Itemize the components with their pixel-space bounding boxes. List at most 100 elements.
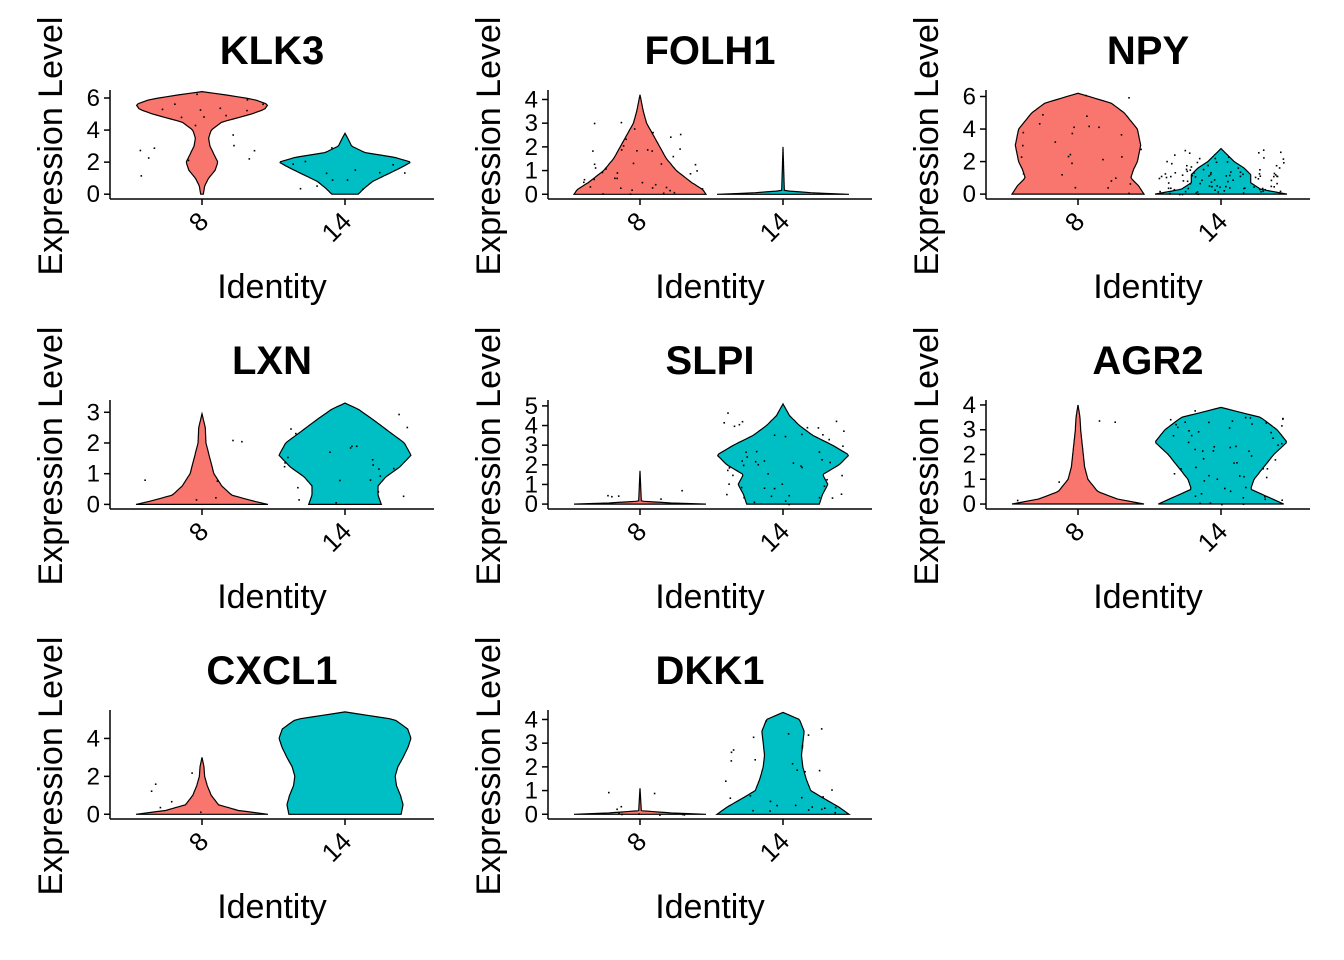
data-point [679,148,681,150]
data-point [733,425,736,428]
data-point [346,179,349,181]
data-point [1275,164,1278,167]
data-point [147,157,150,159]
data-point [1248,450,1250,452]
data-point [638,813,640,815]
data-point [811,806,813,808]
data-point [1177,426,1179,429]
y-tick-label: 6 [963,84,976,111]
y-tick-label: 1 [963,466,976,493]
data-point [608,791,610,794]
data-point [1164,173,1167,175]
data-point [583,178,586,181]
data-point [834,811,836,814]
data-point [770,495,773,498]
data-point [665,186,668,189]
data-point [1200,493,1203,495]
data-point [800,465,802,467]
points-14 [1158,149,1285,196]
data-point [1250,455,1253,457]
data-point [1223,190,1226,192]
y-tick-label: 2 [87,149,100,176]
data-point [1098,420,1101,422]
data-point [150,790,153,792]
data-point [1022,173,1025,175]
data-point [369,479,372,481]
data-point [801,744,804,747]
data-point [1208,175,1210,177]
data-point [618,812,620,815]
data-point [161,108,164,111]
data-point [253,149,256,152]
data-point [842,445,844,447]
data-point [826,478,828,481]
data-point [1175,423,1177,426]
data-point [195,499,198,501]
data-point [1202,168,1205,171]
data-point [727,412,729,414]
data-point [1274,459,1277,461]
data-point [701,188,704,190]
data-point [1181,174,1184,176]
points-14 [725,720,837,814]
data-point [605,168,607,170]
x-tick-label: 8 [183,826,214,857]
data-point [1020,156,1023,158]
data-point [1262,190,1264,193]
y-tick-label: 0 [525,181,538,208]
data-point [620,121,623,124]
data-point [659,814,661,816]
y-tick-label: 3 [525,730,538,757]
data-point [773,434,776,436]
y-tick-label: 0 [87,801,100,828]
points-8 [608,791,686,816]
data-point [191,772,193,774]
data-point [1212,450,1215,452]
data-point [788,494,790,497]
violin-8 [135,757,269,815]
x-tick-label: 8 [621,206,652,237]
data-point [620,187,622,189]
chart-title: DKK1 [656,649,765,693]
data-point [1270,185,1273,188]
data-point [1022,131,1025,134]
data-point [679,133,682,136]
data-point [807,734,810,736]
data-point [1069,153,1072,156]
data-point [683,814,686,816]
data-point [804,771,806,773]
data-point [726,493,728,496]
data-point [180,116,183,119]
data-point [1114,421,1116,423]
data-point [379,171,381,174]
y-tick-label: 2 [87,430,100,457]
data-point [1167,182,1170,184]
x-tick-label: 14 [1192,516,1234,558]
data-point [794,804,797,807]
y-tick-label: 1 [87,461,100,488]
x-axis-label: Identity [1093,268,1203,306]
data-point [1196,161,1199,164]
data-point [1225,185,1227,188]
data-point [1184,149,1187,152]
y-tick-label: 0 [963,491,976,518]
violin-8 [135,90,269,195]
data-point [801,433,803,436]
data-point [354,169,357,171]
data-point [681,489,683,492]
data-point [1186,164,1188,167]
data-point [769,810,771,812]
data-point [829,461,831,464]
y-tick-label: 6 [87,85,100,112]
violin-14 [1154,147,1288,195]
data-point [669,189,671,192]
data-point [378,468,380,470]
data-point [1282,158,1285,160]
data-point [806,426,809,429]
data-point [1281,442,1283,445]
data-point [299,187,302,190]
